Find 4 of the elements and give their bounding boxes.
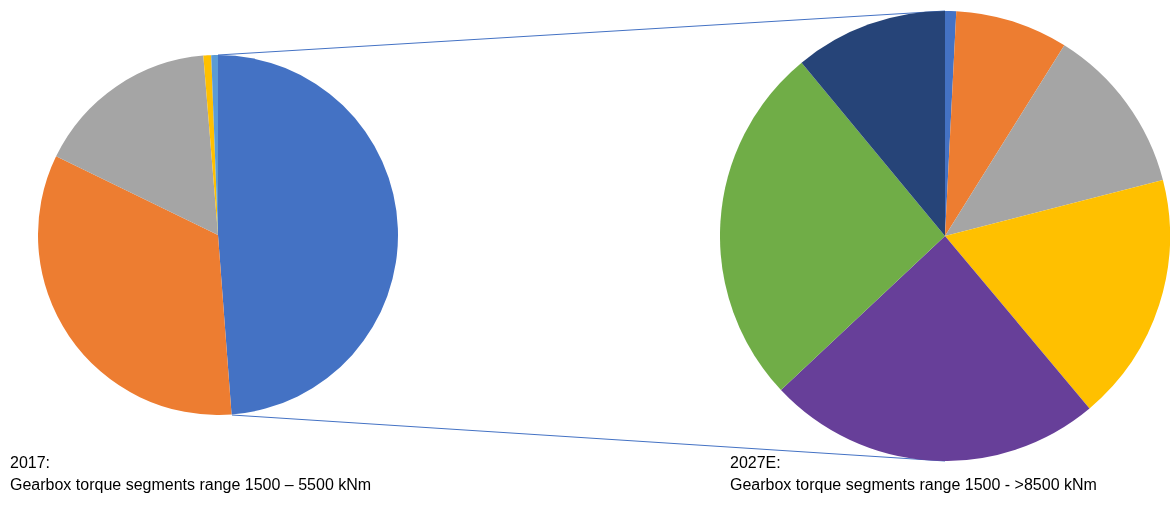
- text: Gearbox torque segments range 1500 - >8500 kNm: [730, 475, 1097, 495]
- text: 2017:: [10, 453, 52, 473]
- text: 2027E:: [730, 453, 782, 473]
- text: Gearbox torque segments range 1500 – 5500 kNm: [10, 475, 372, 495]
